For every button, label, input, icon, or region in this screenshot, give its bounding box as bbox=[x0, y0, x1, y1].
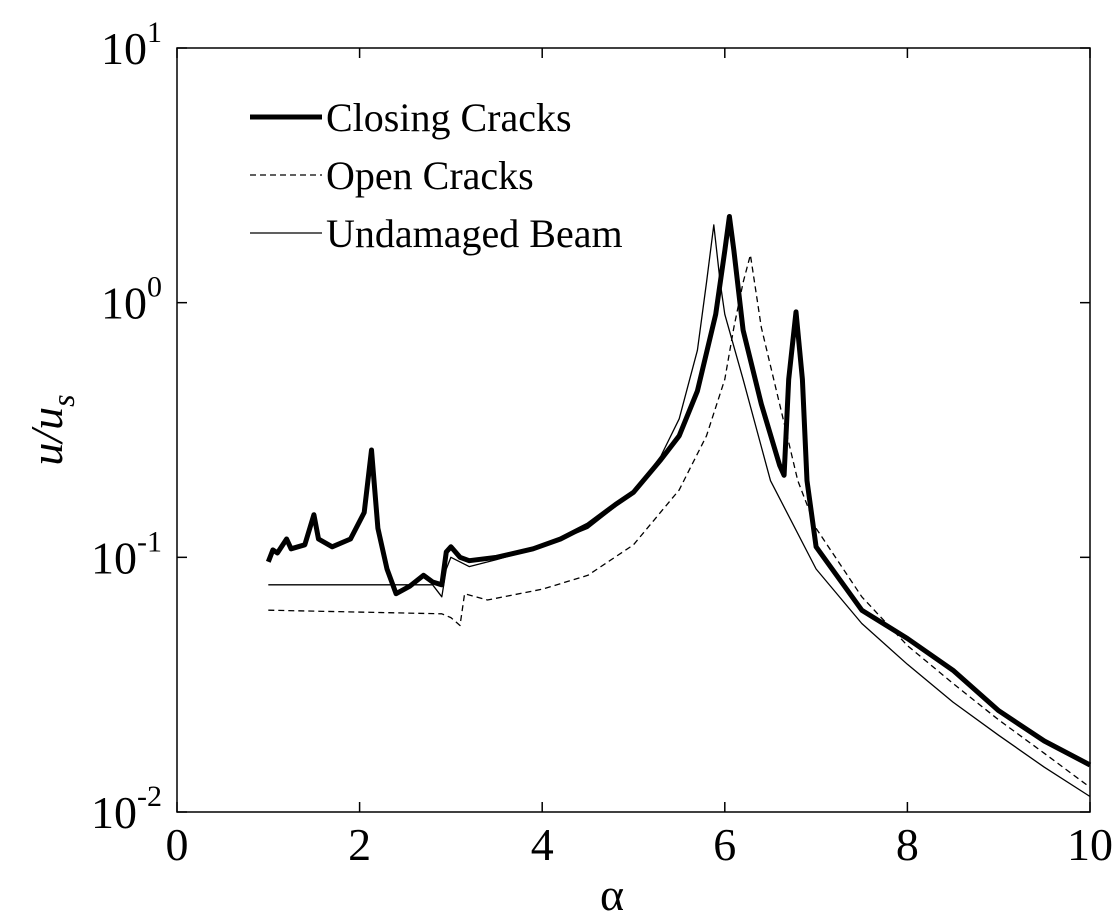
legend-label: Closing Cracks bbox=[326, 95, 572, 140]
y-tick-label: 101 bbox=[101, 16, 162, 74]
x-axis-label: α bbox=[600, 869, 624, 920]
y-tick-label: 10-1 bbox=[91, 525, 162, 583]
x-tick-label: 2 bbox=[348, 819, 371, 870]
x-tick-label: 8 bbox=[896, 819, 919, 870]
y-tick-label: 10-2 bbox=[91, 780, 162, 838]
series-line bbox=[268, 254, 1091, 788]
series-line bbox=[268, 224, 1091, 798]
plot-frame bbox=[176, 47, 1091, 813]
x-tick-label: 4 bbox=[531, 819, 554, 870]
y-tick-label: 100 bbox=[101, 271, 162, 329]
legend-label: Undamaged Beam bbox=[326, 211, 623, 256]
x-tick-label: 0 bbox=[166, 819, 189, 870]
x-tick-label: 10 bbox=[1067, 819, 1113, 870]
x-tick-label: 6 bbox=[713, 819, 736, 870]
legend-label: Open Cracks bbox=[326, 153, 534, 198]
y-axis-label: u/us bbox=[21, 394, 81, 465]
